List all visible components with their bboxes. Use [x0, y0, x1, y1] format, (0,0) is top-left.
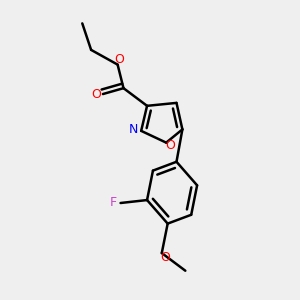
Text: O: O	[166, 139, 176, 152]
Text: F: F	[110, 196, 117, 209]
Text: O: O	[114, 53, 124, 66]
Text: N: N	[129, 123, 139, 136]
Text: O: O	[92, 88, 101, 100]
Text: O: O	[160, 251, 170, 264]
